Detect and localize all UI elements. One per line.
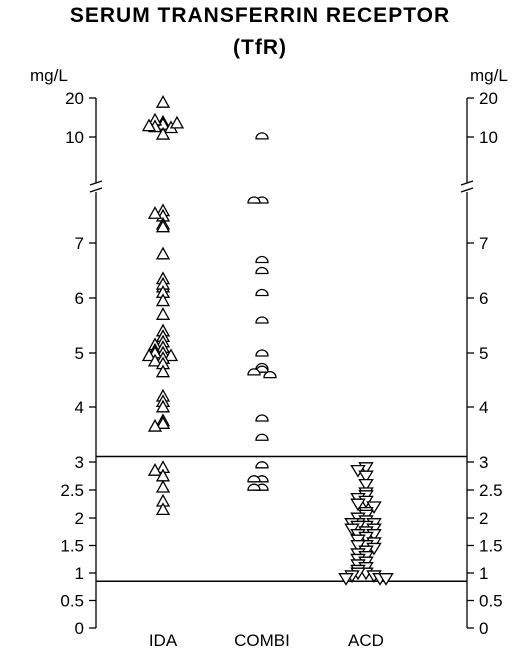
data-point-triangle-up: [141, 118, 157, 132]
axis-break-mark-left-b: [89, 187, 103, 193]
data-point-semicircle: [263, 370, 277, 379]
data-point-semicircle: [247, 475, 261, 483]
y-tick-label-right: 0: [479, 619, 488, 638]
y-tick-label-left: 10: [65, 128, 84, 147]
y-tick-label-left: 0.5: [60, 592, 84, 611]
y-tick-label-left: 3: [75, 453, 84, 472]
y-axis-unit-right: mg/L: [470, 66, 508, 85]
y-tick-label-right: 4: [479, 398, 488, 417]
y-tick-label-right: 2: [479, 509, 488, 528]
y-tick-label-left: 2.5: [60, 481, 84, 500]
data-point-triangle-up: [155, 293, 171, 307]
data-point-triangle-up: [155, 399, 171, 413]
data-point-triangle-down: [350, 498, 366, 512]
y-tick-label-right: 1.5: [479, 537, 503, 556]
y-tick-label-left: 6: [75, 289, 84, 308]
data-point-triangle-up: [147, 463, 163, 476]
y-tick-label-right: 10: [479, 128, 498, 147]
data-point-triangle-up: [155, 416, 171, 429]
data-point-triangle-down: [358, 478, 374, 492]
y-tick-label-left: 4: [75, 398, 84, 417]
y-tick-label-right: 6: [479, 289, 488, 308]
data-point-triangle-up: [155, 307, 171, 320]
data-point-triangle-up: [169, 115, 185, 129]
data-point-triangle-up: [155, 126, 171, 140]
y-tick-label-right: 7: [479, 234, 488, 253]
data-point-semicircle: [247, 483, 261, 491]
y-tick-label-right: 5: [479, 344, 488, 363]
data-point-triangle-up: [155, 364, 171, 378]
data-point-triangle-up: [147, 353, 163, 367]
data-point-triangle-down: [338, 573, 354, 586]
data-point-triangle-up: [155, 479, 171, 493]
y-tick-label-left: 0: [75, 619, 84, 638]
chart-title-line1: SERUM TRANSFERRIN RECEPTOR: [69, 4, 451, 27]
data-point-semicircle: [255, 266, 269, 275]
y-tick-label-left: 1: [75, 564, 84, 583]
data-point-semicircle: [255, 461, 269, 469]
y-tick-label-left: 1.5: [60, 537, 84, 556]
data-point-triangle-up: [147, 206, 163, 219]
data-point-triangle-up: [155, 219, 171, 233]
y-tick-label-left: 20: [65, 89, 84, 108]
y-axis-unit-left: mg/L: [30, 66, 68, 85]
x-category-label-ida: IDA: [149, 631, 178, 650]
data-point-semicircle: [255, 349, 269, 357]
data-point-triangle-up: [141, 348, 157, 362]
data-point-triangle-down: [378, 573, 394, 586]
y-tick-label-left: 2: [75, 509, 84, 528]
data-point-triangle-up: [155, 246, 171, 260]
data-point-semicircle: [255, 433, 269, 441]
data-point-triangle-up: [147, 418, 163, 432]
data-point-triangle-down: [358, 470, 374, 484]
data-point-triangle-up: [155, 502, 171, 516]
data-point-semicircle: [247, 368, 261, 376]
y-tick-label-left: 5: [75, 344, 84, 363]
data-point-triangle-up: [163, 348, 179, 362]
y-tick-label-right: 20: [479, 89, 498, 108]
data-point-semicircle: [255, 288, 269, 297]
axis-break-mark-right-a: [460, 180, 474, 186]
y-tick-label-right: 2.5: [479, 481, 503, 500]
data-point-semicircle: [255, 414, 269, 422]
data-point-semicircle: [255, 255, 269, 264]
axis-break-mark-left-a: [89, 180, 103, 186]
y-tick-label-right: 1: [479, 564, 488, 583]
axis-break-mark-right-b: [460, 187, 474, 193]
x-category-label-combi: COMBI: [234, 631, 290, 650]
y-tick-label-right: 3: [479, 453, 488, 472]
x-category-label-acd: ACD: [348, 631, 384, 650]
data-point-semicircle: [255, 316, 269, 324]
y-tick-label-left: 7: [75, 234, 84, 253]
data-point-semicircle: [247, 196, 261, 204]
chart-title-line2: (TfR): [233, 36, 287, 59]
data-point-triangle-up: [155, 95, 171, 108]
y-tick-label-right: 0.5: [479, 592, 503, 611]
data-point-semicircle: [255, 132, 269, 140]
